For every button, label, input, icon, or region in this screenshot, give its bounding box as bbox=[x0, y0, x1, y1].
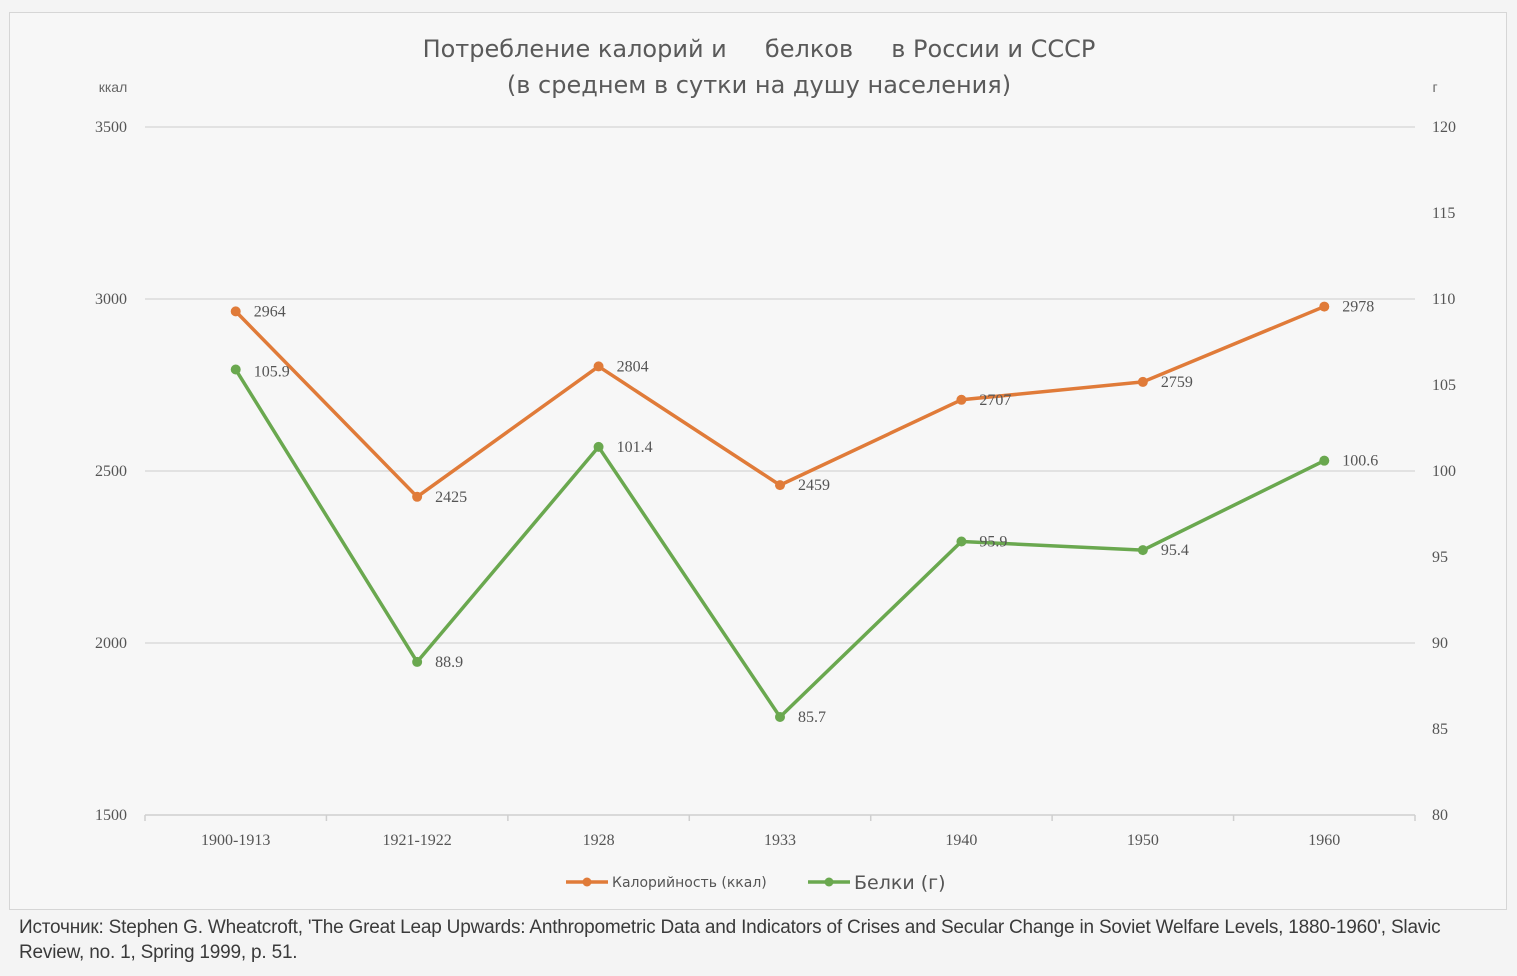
data-point bbox=[1319, 455, 1330, 466]
y-right-tick-label: 100 bbox=[1432, 463, 1456, 480]
legend-swatch-marker bbox=[824, 877, 834, 887]
data-label: 105.9 bbox=[254, 364, 290, 381]
data-label: 2759 bbox=[1161, 374, 1193, 391]
data-point bbox=[412, 491, 423, 502]
y-right-ticks: 80 85 90 95 100 105 110 115 120 bbox=[1432, 119, 1456, 824]
data-label: 2964 bbox=[254, 303, 286, 320]
y-right-tick-label: 120 bbox=[1432, 119, 1456, 136]
data-point bbox=[775, 711, 785, 722]
x-tick-label: 1928 bbox=[583, 832, 615, 849]
data-label: 95.4 bbox=[1161, 542, 1189, 559]
y-right-tick-label: 80 bbox=[1432, 807, 1448, 824]
x-tick-label: 1921-1922 bbox=[382, 832, 451, 849]
x-tick-label: 1960 bbox=[1308, 832, 1340, 849]
data-label: 2804 bbox=[617, 358, 649, 375]
chart-frame bbox=[9, 12, 1507, 910]
data-point bbox=[593, 361, 604, 372]
data-label: 100.6 bbox=[1342, 453, 1378, 470]
y-left-ticks: 1500 2000 2500 3000 3500 bbox=[95, 119, 127, 824]
legend-item: Калорийность (ккал) bbox=[566, 875, 767, 891]
data-point bbox=[593, 441, 604, 452]
y-left-tick-label: 3500 bbox=[95, 119, 127, 136]
y-right-tick-label: 95 bbox=[1432, 549, 1448, 566]
x-tick-label: 1940 bbox=[945, 832, 977, 849]
data-label: 2707 bbox=[979, 392, 1011, 409]
chart-title-line-1: Потребление калорий и белков в России и … bbox=[423, 35, 1096, 63]
chart-title-line-2: (в среднем в сутки на душу населения) bbox=[507, 71, 1011, 99]
legend-label: Калорийность (ккал) bbox=[612, 875, 767, 891]
gridlines bbox=[145, 126, 1415, 644]
data-label: 2978 bbox=[1342, 299, 1374, 316]
data-label: 2425 bbox=[435, 489, 467, 506]
data-point bbox=[956, 394, 967, 405]
series-line bbox=[233, 304, 1327, 499]
legend: Калорийность (ккал) Белки (г) bbox=[566, 872, 946, 894]
series-protein: 105.9 88.9 101.4 85.7 95.9 95.4 100.6 bbox=[230, 364, 1378, 726]
y-left-tick-label: 2500 bbox=[95, 463, 127, 480]
data-label: 85.7 bbox=[798, 709, 826, 726]
y-right-tick-label: 110 bbox=[1432, 291, 1455, 308]
data-point bbox=[1137, 545, 1148, 556]
x-ticks: 1900-1913 1921-1922 1928 1933 1940 1950 1960 bbox=[201, 832, 1340, 849]
data-point bbox=[230, 364, 241, 375]
y-left-tick-label: 3000 bbox=[95, 291, 127, 308]
x-tick-label: 1950 bbox=[1127, 832, 1159, 849]
y-left-tick-label: 2000 bbox=[95, 635, 127, 652]
data-label: 95.9 bbox=[979, 534, 1007, 551]
y-right-tick-label: 115 bbox=[1432, 205, 1455, 222]
series-layer: 2964 2425 2804 2459 2707 2759 2978 105.9 88.9 101… bbox=[230, 299, 1378, 726]
data-point bbox=[956, 536, 967, 547]
data-point bbox=[1319, 301, 1330, 312]
data-label: 101.4 bbox=[617, 439, 653, 456]
source-note: Источник: Stephen G. Wheatcroft, 'The Gr… bbox=[19, 917, 1441, 963]
data-label: 2459 bbox=[798, 477, 830, 494]
chart-title: Потребление калорий и белков в России и … bbox=[423, 35, 1096, 99]
y-left-tick-label: 1500 bbox=[95, 807, 127, 824]
y-right-unit-label: г bbox=[1432, 79, 1437, 95]
x-axis bbox=[144, 814, 1416, 821]
legend-label: Белки (г) bbox=[854, 872, 946, 894]
legend-swatch-marker bbox=[582, 877, 592, 887]
data-point bbox=[230, 306, 241, 317]
y-right-tick-label: 90 bbox=[1432, 635, 1448, 652]
y-left-unit-label: ккал bbox=[99, 79, 128, 95]
data-label: 88.9 bbox=[435, 654, 463, 671]
legend-item: Белки (г) bbox=[808, 872, 946, 894]
data-point bbox=[412, 656, 423, 667]
data-point bbox=[775, 480, 785, 491]
y-right-tick-label: 85 bbox=[1432, 721, 1448, 738]
x-tick-label: 1933 bbox=[764, 832, 796, 849]
series-calories: 2964 2425 2804 2459 2707 2759 2978 bbox=[230, 299, 1374, 506]
x-tick-label: 1900-1913 bbox=[201, 832, 270, 849]
data-point bbox=[1137, 376, 1148, 387]
y-right-tick-label: 105 bbox=[1432, 377, 1456, 394]
